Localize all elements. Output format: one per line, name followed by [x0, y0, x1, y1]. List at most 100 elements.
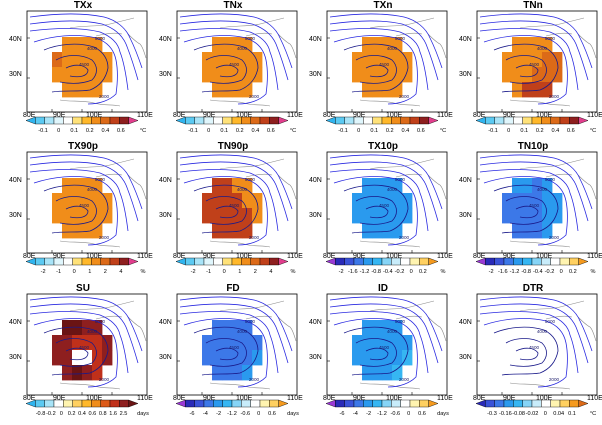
grid-cell [552, 335, 563, 351]
lon-label: 100E [86, 112, 103, 119]
map-svg: 2000 4000 4500 5000 -2 -1.6 -1.2 -0.8 -0.4 -0.2 0 0… [325, 151, 448, 275]
colorbar-swatch [100, 399, 111, 408]
colorbar-label: -1 [56, 269, 61, 275]
colorbar-label: -0.16 [499, 411, 512, 417]
lat-label: 40N [309, 36, 322, 43]
map-frame [476, 151, 598, 254]
elevation-contour [329, 296, 443, 352]
elevation-contour [329, 20, 439, 81]
colorbar-label: 0.4 [401, 128, 409, 134]
elevation-contour [179, 311, 279, 374]
colorbar-swatch [325, 257, 336, 266]
panel-tnn: TNn 40N 30N 80E 90E 100E 110E 2000 4000 4500 5000 -… [450, 0, 602, 142]
lon-label: 100E [236, 395, 253, 402]
colorbar-label: 1 [238, 269, 241, 275]
colorbar-label: 0 [257, 411, 260, 417]
grid-cell [532, 335, 543, 351]
colorbar-label: -6 [340, 411, 345, 417]
colorbar-swatch [578, 257, 589, 266]
grid-cell [392, 82, 403, 98]
colorbar-swatch [503, 399, 514, 408]
colorbar-label: -4 [203, 411, 208, 417]
grid-cell [92, 193, 103, 209]
colorbar-swatch [100, 116, 111, 125]
colorbar-swatch [503, 116, 514, 125]
grid-cell [242, 320, 253, 336]
grid-cell [222, 335, 233, 351]
grid-cell [532, 52, 543, 68]
colorbar-label: -0.8 [521, 269, 531, 275]
colorbar-swatch [250, 116, 261, 125]
grid-cell [382, 67, 393, 83]
elevation-contour [183, 35, 268, 105]
contour-label: 4000 [537, 46, 548, 51]
border-line [95, 32, 123, 37]
lon-label: 90E [353, 395, 366, 402]
lat-label: 30N [309, 71, 322, 78]
border-line [59, 240, 121, 248]
colorbar-swatch [363, 116, 373, 125]
contour-label: 5000 [245, 319, 256, 324]
lon-label: 90E [53, 395, 66, 402]
contour-label: 4000 [87, 187, 98, 192]
elevation-contour [215, 205, 239, 219]
border-line [359, 240, 421, 248]
map-svg: 2000 4000 4500 5000 -0.1 0 0.1 0.2 0.4 0.6 °C [475, 10, 598, 134]
map-frame [326, 10, 448, 113]
elevation-contour [355, 338, 397, 367]
panel-title: TNn [523, 0, 543, 11]
grid-cell [502, 67, 513, 83]
grid-cell [212, 52, 223, 68]
colorbar-swatch [494, 399, 505, 408]
colorbar-swatch [63, 399, 73, 408]
lat-label: 30N [309, 212, 322, 219]
colorbar-swatch [335, 116, 345, 125]
lat-label: 30N [9, 212, 22, 219]
elevation-contour [205, 196, 247, 225]
colorbar-swatch [353, 257, 364, 266]
colorbar-label: -0.08 [512, 411, 525, 417]
colorbar-unit: °C [290, 128, 296, 134]
grid-cell [82, 335, 93, 351]
elevation-contour [215, 64, 239, 78]
lon-label: 110E [137, 253, 153, 260]
contour-label: 2000 [99, 94, 110, 99]
grid-cell [382, 52, 393, 68]
grid-cell [242, 178, 253, 194]
contour-label: 5000 [545, 36, 556, 41]
lat-label: 40N [9, 177, 22, 184]
elevation-contour [329, 161, 439, 222]
grid-cell [392, 178, 403, 194]
lon-label: 110E [587, 395, 602, 402]
grid-cell [522, 82, 533, 98]
elevation-contour [479, 311, 579, 374]
lat-label: 30N [9, 71, 22, 78]
grid-cell [522, 52, 533, 68]
elevation-contour [365, 64, 389, 78]
colorbar-swatch [353, 399, 364, 408]
grid-cell [362, 193, 373, 209]
grid-cell [232, 350, 243, 366]
contour-label: 5000 [95, 319, 106, 324]
border-line [359, 99, 421, 107]
colorbar-label: 0.1 [370, 128, 378, 134]
lon-label: 110E [587, 112, 602, 119]
grid-cell [52, 67, 63, 83]
grid-cell [372, 223, 383, 239]
colorbar-label: 1.6 [109, 411, 117, 417]
grid-cell [222, 193, 233, 209]
border-line [209, 382, 271, 390]
colorbar-label: 1 [88, 269, 91, 275]
grid-cell [532, 320, 543, 336]
grid-cell [362, 365, 373, 381]
elevation-contour [479, 20, 589, 81]
elevation-contour [205, 55, 247, 84]
grid-cell [512, 193, 523, 209]
elevation-contour [355, 55, 397, 84]
contour-label: 5000 [95, 36, 106, 41]
colorbar-label: 0.04 [553, 411, 564, 417]
elevation-contour [329, 303, 439, 364]
colorbar-swatch [391, 116, 401, 125]
map-frame [26, 293, 148, 396]
